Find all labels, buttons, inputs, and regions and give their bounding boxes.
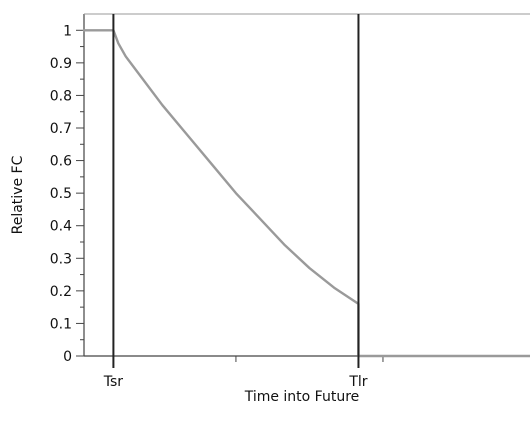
- series-line-0: [82, 29, 530, 358]
- y-axis-label: Relative FC: [10, 155, 26, 234]
- y-axis-ticks: 0 0.1 0.2 0.3 0.4 0.5 0.6 0.7 0.8 0.9 1: [50, 23, 84, 365]
- y-tick-label: 0.4: [50, 219, 72, 235]
- y-tick-label: 0.6: [50, 154, 72, 170]
- x-tick-label: Tlr: [348, 374, 367, 390]
- series-layer: [82, 29, 530, 358]
- x-axis-ticks: Tsr Tlr: [103, 356, 384, 390]
- y-tick-label: 0.1: [50, 316, 72, 332]
- y-tick-label: 0: [63, 349, 72, 365]
- y-tick-label: 0.5: [50, 186, 72, 202]
- y-tick-label: 0.8: [50, 88, 72, 104]
- y-tick-label: 0.3: [50, 251, 72, 267]
- y-tick-label: 1: [63, 23, 72, 39]
- x-axis-label: Time into Future: [244, 389, 360, 405]
- y-tick-label: 0.7: [50, 121, 72, 137]
- x-tick-label: Tsr: [103, 374, 124, 390]
- vertical-lines: [112, 14, 360, 368]
- plot-frame: [83, 13, 530, 357]
- y-tick-label: 0.2: [50, 284, 72, 300]
- y-tick-label: 0.9: [50, 56, 72, 72]
